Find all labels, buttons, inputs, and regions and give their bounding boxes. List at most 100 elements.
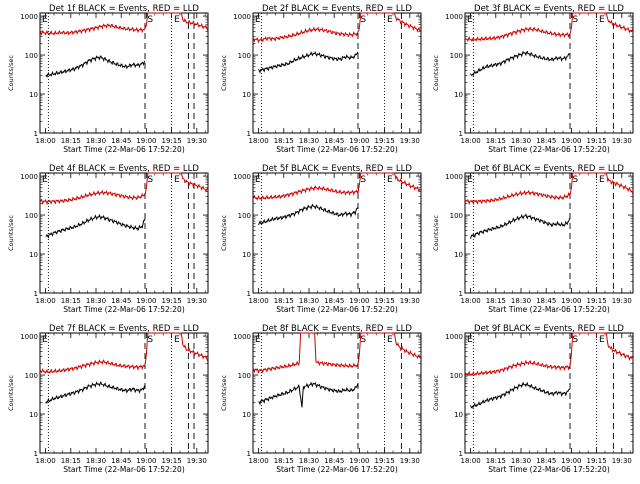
lld-series-line [464, 172, 634, 206]
y-tick-label: 10 [242, 91, 251, 99]
x-axis-label: Start Time (22-Mar-06 17:52:20) [63, 465, 185, 474]
x-tick-label: 18:30 [299, 457, 319, 465]
x-tick-label: 19:30 [400, 137, 420, 145]
panel-title: Det 8f BLACK = Events, RED = LLD [262, 324, 412, 334]
panel-det-5f: Det 5f BLACK = Events, RED = LLD Counts/s… [220, 164, 422, 314]
marker-label: E [255, 335, 261, 345]
events-series-line [45, 55, 146, 78]
x-tick-label: 18:30 [511, 297, 531, 305]
marker-label: E [599, 15, 605, 25]
x-tick-label: 19:30 [612, 457, 632, 465]
y-tick-label: 100 [25, 212, 38, 220]
plot-frame [39, 12, 209, 134]
y-tick-label: 1000 [233, 173, 251, 181]
y-tick-label: 100 [450, 52, 463, 60]
y-tick-label: 1000 [20, 13, 38, 21]
plot-frame [464, 12, 634, 134]
y-tick-label: 1000 [20, 333, 38, 341]
x-axis-label: Start Time (22-Mar-06 17:52:20) [276, 465, 398, 474]
x-tick-label: 19:15 [587, 137, 607, 145]
x-tick-label: 19:30 [612, 297, 632, 305]
events-series-line [470, 213, 571, 239]
marker-label: E [42, 175, 48, 185]
y-axis-label: Counts/sec [220, 215, 228, 251]
marker-label: E [174, 335, 180, 345]
x-axis-label: Start Time (22-Mar-06 17:52:20) [276, 305, 398, 314]
panel-det-4f: Det 4f BLACK = Events, RED = LLD Counts/s… [7, 164, 209, 314]
lld-series-line [252, 332, 422, 375]
x-tick-label: 18:00 [461, 457, 481, 465]
lld-series-line [464, 332, 634, 377]
events-series-line [470, 50, 571, 77]
x-tick-label: 19:15 [375, 297, 395, 305]
marker-label: S [147, 175, 153, 185]
marker-label: S [147, 335, 153, 345]
x-tick-label: 19:15 [587, 457, 607, 465]
y-tick-label: 100 [238, 212, 251, 220]
x-tick-label: 18:45 [324, 457, 344, 465]
y-tick-label: 10 [242, 251, 251, 259]
panel-det-7f: Det 7f BLACK = Events, RED = LLD Counts/s… [7, 324, 209, 474]
lld-series-line [40, 12, 209, 36]
x-tick-label: 19:00 [136, 457, 156, 465]
marker-label: S [360, 335, 366, 345]
y-tick-label: 1 [247, 450, 251, 458]
x-tick-label: 18:30 [86, 137, 106, 145]
y-tick-label: 10 [29, 251, 38, 259]
x-axis-label: Start Time (22-Mar-06 17:52:20) [276, 145, 398, 154]
x-tick-label: 18:00 [249, 137, 269, 145]
x-tick-label: 18:00 [36, 457, 56, 465]
y-axis-label: Counts/sec [7, 55, 15, 91]
y-axis-label: Counts/sec [7, 375, 15, 411]
y-tick-label: 10 [29, 91, 38, 99]
x-axis-label: Start Time (22-Mar-06 17:52:20) [488, 305, 610, 314]
y-tick-label: 1000 [233, 13, 251, 21]
marker-label: S [360, 175, 366, 185]
x-tick-label: 19:30 [612, 137, 632, 145]
panel-det-2f: Det 2f BLACK = Events, RED = LLD Counts/s… [220, 4, 422, 154]
events-series-line [45, 213, 146, 239]
panel-det-1f: Det 1f BLACK = Events, RED = LLD Counts/s… [7, 4, 209, 154]
x-tick-label: 18:15 [486, 457, 506, 465]
x-tick-label: 19:00 [561, 137, 581, 145]
panel-det-8f: Det 8f BLACK = Events, RED = LLD Counts/s… [220, 324, 422, 474]
x-tick-label: 19:15 [162, 457, 182, 465]
plot-frame [39, 332, 209, 454]
y-tick-label: 1 [459, 130, 463, 138]
y-axis-label: Counts/sec [220, 55, 228, 91]
marker-label: E [387, 335, 393, 345]
x-axis-label: Start Time (22-Mar-06 17:52:20) [488, 465, 610, 474]
y-tick-label: 100 [238, 52, 251, 60]
x-tick-label: 19:30 [400, 297, 420, 305]
x-tick-label: 18:45 [324, 137, 344, 145]
y-tick-label: 10 [242, 411, 251, 419]
x-tick-label: 19:00 [136, 297, 156, 305]
y-tick-label: 100 [450, 372, 463, 380]
x-tick-label: 18:00 [36, 137, 56, 145]
x-tick-label: 18:45 [111, 297, 131, 305]
y-tick-label: 100 [25, 372, 38, 380]
y-tick-label: 10 [454, 251, 463, 259]
y-tick-label: 10 [29, 411, 38, 419]
x-tick-label: 19:15 [375, 137, 395, 145]
x-tick-label: 19:15 [587, 297, 607, 305]
y-tick-label: 1000 [445, 333, 463, 341]
panel-title: Det 6f BLACK = Events, RED = LLD [474, 164, 624, 174]
x-tick-label: 18:45 [536, 297, 556, 305]
x-tick-label: 18:45 [111, 137, 131, 145]
y-tick-label: 1000 [445, 173, 463, 181]
y-tick-label: 100 [238, 372, 251, 380]
x-axis-label: Start Time (22-Mar-06 17:52:20) [63, 305, 185, 314]
x-tick-label: 19:00 [349, 297, 369, 305]
panel-title: Det 7f BLACK = Events, RED = LLD [49, 324, 199, 334]
marker-label: E [387, 175, 393, 185]
panel-det-9f: Det 9f BLACK = Events, RED = LLD Counts/s… [432, 324, 634, 474]
x-tick-label: 19:00 [136, 137, 156, 145]
x-tick-label: 18:30 [511, 457, 531, 465]
y-tick-label: 1 [34, 450, 38, 458]
y-axis-label: Counts/sec [7, 215, 15, 251]
y-tick-label: 100 [450, 212, 463, 220]
marker-label: E [174, 175, 180, 185]
plot-frame [39, 172, 209, 294]
